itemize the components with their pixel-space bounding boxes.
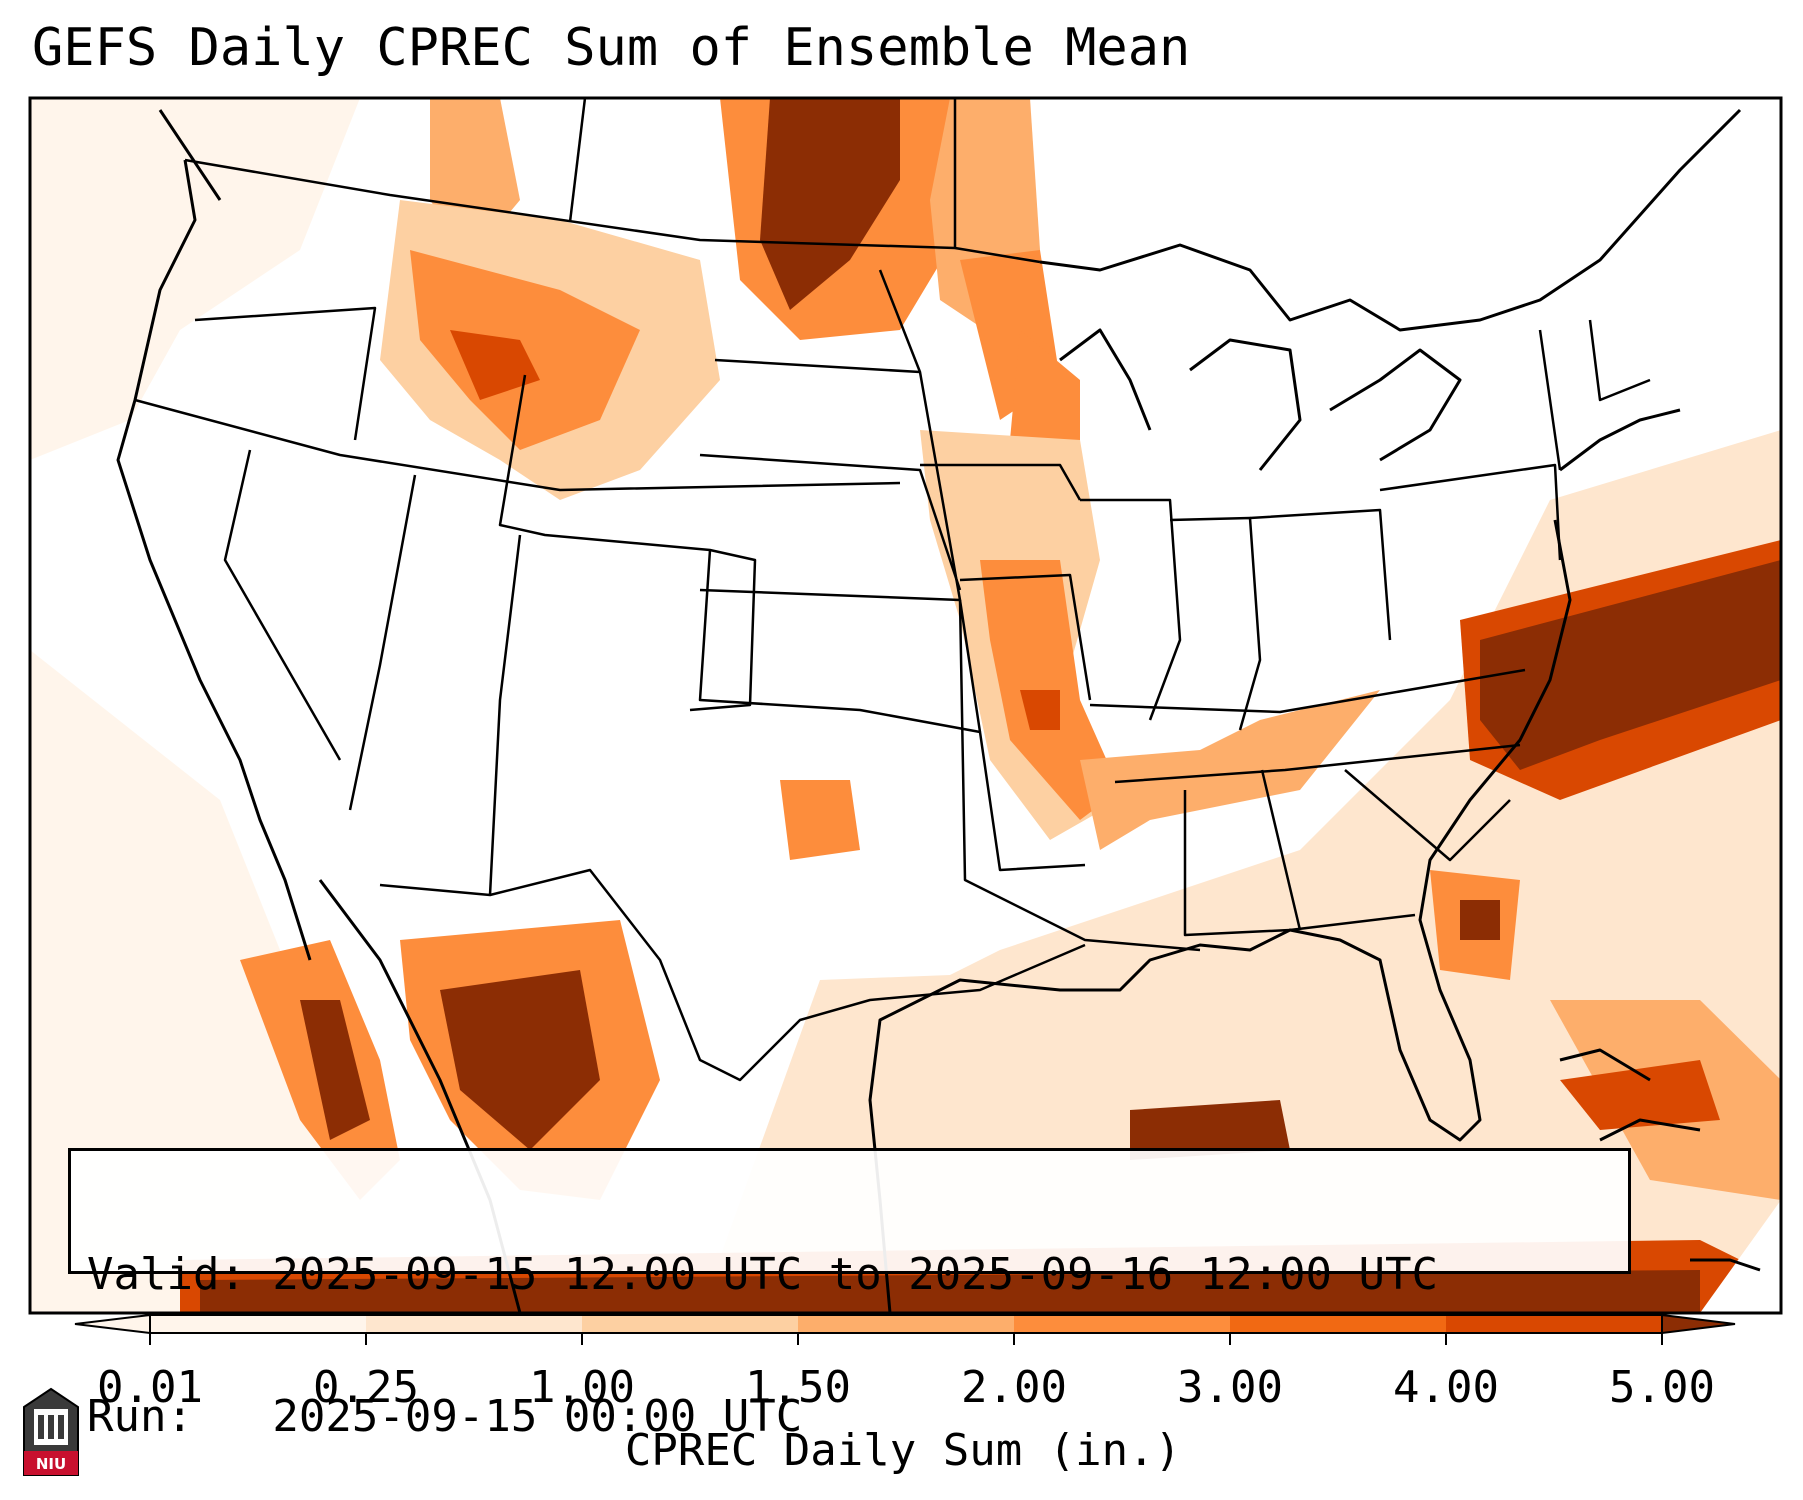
- colorbar-segment: [366, 1315, 583, 1333]
- valid-run-box: Valid: 2025-09-15 12:00 UTC to 2025-09-1…: [68, 1148, 1631, 1439]
- colorbar-tick-label: 1.00: [529, 1362, 635, 1413]
- colorbar-segment: [150, 1315, 367, 1333]
- colorbar-segment: [1230, 1315, 1447, 1333]
- precip-field: [30, 98, 1781, 1313]
- colorbar-tick-label: 4.00: [1393, 1362, 1499, 1413]
- map-frame: [28, 96, 1783, 1315]
- colorbar-segment: [798, 1315, 1015, 1333]
- colorbar-segment: [1014, 1315, 1231, 1333]
- map-title: GEFS Daily CPREC Sum of Ensemble Mean: [32, 18, 1191, 78]
- colorbar-segment: [582, 1315, 799, 1333]
- colorbar-tick-label: 2.00: [961, 1362, 1067, 1413]
- run-time: Run: 2025-09-15 00:00 UTC: [87, 1391, 803, 1442]
- colorbar-tick-label: 0.01: [97, 1362, 203, 1413]
- valid-time: Valid: 2025-09-15 12:00 UTC to 2025-09-1…: [87, 1249, 1439, 1300]
- colorbar-segment: [1446, 1315, 1663, 1333]
- colorbar-label: CPREC Daily Sum (in.): [624, 1425, 1182, 1476]
- colorbar-tick-label: 5.00: [1609, 1362, 1715, 1413]
- colorbar-tick-label: 3.00: [1177, 1362, 1283, 1413]
- svg-text:NIU: NIU: [36, 1455, 66, 1473]
- colorbar-tick-label: 1.50: [745, 1362, 851, 1413]
- state-boundaries: [134, 98, 1651, 1082]
- niu-logo-icon: NIU: [23, 1387, 79, 1476]
- colorbar-extend-high: [1661, 1313, 1736, 1335]
- colorbar: [74, 1313, 1736, 1345]
- colorbar-tick-label: 0.25: [313, 1362, 419, 1413]
